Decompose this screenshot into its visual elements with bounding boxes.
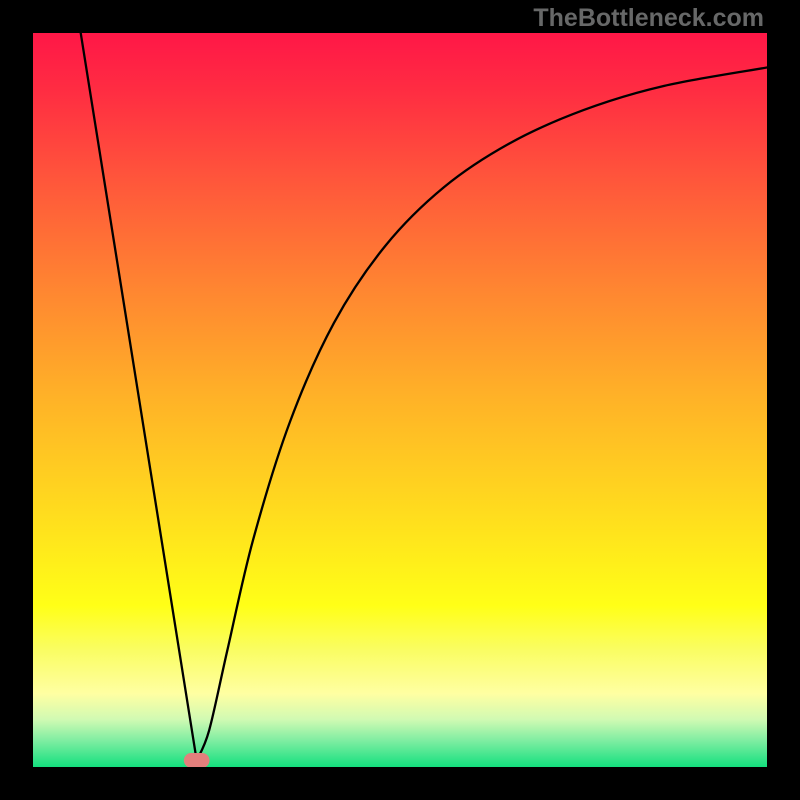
plot-area — [33, 33, 767, 767]
chart-frame: TheBottleneck.com — [0, 0, 800, 800]
watermark-text: TheBottleneck.com — [533, 4, 764, 33]
minimum-marker — [184, 753, 210, 767]
gradient-background — [33, 33, 767, 767]
plot-svg — [33, 33, 767, 767]
